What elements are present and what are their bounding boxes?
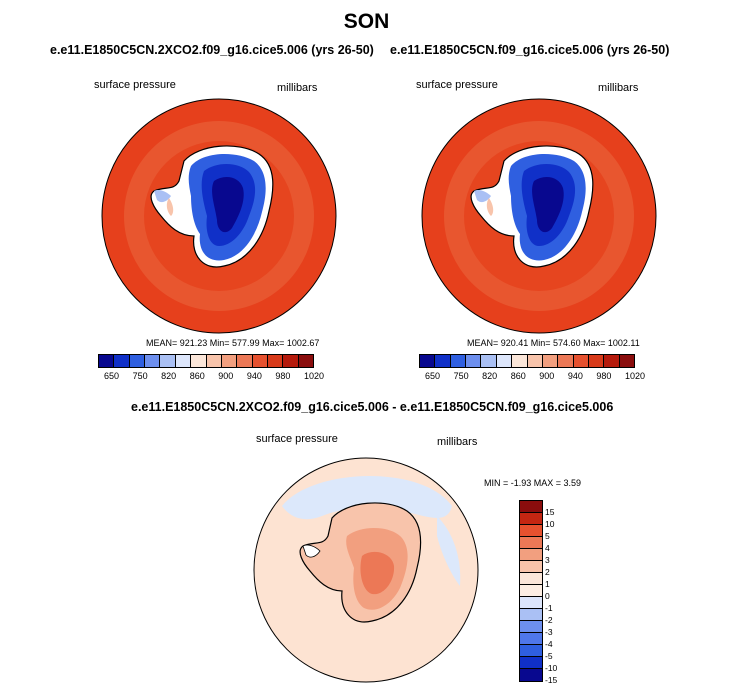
colorbar-label: 940 [246,371,262,381]
colorbar-swatch [298,355,314,367]
colorbar-label: 940 [567,371,583,381]
colorbar-swatch [520,561,542,573]
panel-2-colorbar [419,354,635,368]
colorbar-label: 5 [545,531,550,541]
colorbar-swatch [237,355,253,367]
colorbar-swatch [145,355,161,367]
colorbar-swatch [619,355,635,367]
colorbar-label: 650 [425,371,441,381]
panel-2-stats: MEAN= 920.41 Min= 574.60 Max= 1002.11 [467,338,640,348]
colorbar-label: 820 [482,371,498,381]
colorbar-label: 900 [218,371,234,381]
colorbar-label: 1 [545,579,550,589]
panel-1-colorbar-labels: 650 750 820 860 900 940 980 1020 [104,371,324,381]
colorbar-label: 980 [596,371,612,381]
colorbar-label: 10 [545,519,555,529]
colorbar-swatch [520,657,542,669]
colorbar-label: -5 [545,651,553,661]
colorbar-swatch [129,355,146,367]
colorbar-swatch [520,549,542,561]
colorbar-swatch [520,609,542,621]
panel-3-colorbar-labels: 15 10 5 4 3 2 1 0 -1 -2 -3 -4 -5 -10 -15 [545,506,557,686]
colorbar-swatch [520,525,542,537]
colorbar-swatch [604,355,620,367]
colorbar-swatch [221,355,238,367]
panel-2-colorbar-labels: 650 750 820 860 900 940 980 1020 [425,371,645,381]
panel-1-title: e.e11.E1850C5CN.2XCO2.f09_g16.cice5.006 … [50,43,374,57]
colorbar-swatch [466,355,482,367]
colorbar-swatch [496,355,513,367]
colorbar-label: 15 [545,507,555,517]
colorbar-swatch [99,355,115,367]
colorbar-swatch [267,355,284,367]
panel-1-units: millibars [277,82,318,94]
colorbar-swatch [160,355,176,367]
colorbar-swatch [520,585,542,597]
colorbar-label: -15 [545,675,558,685]
panel-2-units: millibars [598,82,639,94]
colorbar-swatch [520,501,542,513]
colorbar-swatch [542,355,559,367]
colorbar-label: -10 [545,663,558,673]
colorbar-swatch [558,355,574,367]
colorbar-label: -4 [545,639,553,649]
colorbar-label: 4 [545,543,550,553]
panel-1-colorbar [98,354,314,368]
colorbar-swatch [527,355,543,367]
colorbar-label: 900 [539,371,555,381]
colorbar-swatch [450,355,467,367]
colorbar-label: 3 [545,555,550,565]
colorbar-swatch [481,355,497,367]
colorbar-label: 750 [453,371,469,381]
panel-2-polar-map [421,98,657,334]
panel-2-variable: surface pressure [416,79,498,91]
colorbar-label: 1020 [303,371,324,381]
panel-3-units: millibars [437,436,478,448]
colorbar-swatch [420,355,436,367]
colorbar-label: 2 [545,567,550,577]
colorbar-swatch [114,355,130,367]
colorbar-label: -2 [545,615,553,625]
colorbar-label: 650 [104,371,120,381]
colorbar-label: 750 [132,371,148,381]
colorbar-swatch [283,355,299,367]
colorbar-swatch [573,355,589,367]
colorbar-label: 820 [161,371,177,381]
colorbar-swatch [520,537,542,549]
colorbar-swatch [588,355,605,367]
colorbar-swatch [512,355,528,367]
colorbar-label: -3 [545,627,553,637]
colorbar-label: 860 [189,371,205,381]
panel-3-colorbar [519,500,543,682]
colorbar-swatch [191,355,207,367]
figure-title: SON [343,10,390,33]
colorbar-swatch [520,645,542,657]
panel-2-title: e.e11.E1850C5CN.f09_g16.cice5.006 (yrs 2… [390,43,670,57]
colorbar-swatch [520,573,542,585]
colorbar-label: 980 [275,371,291,381]
colorbar-label: -1 [545,603,553,613]
panel-1-stats: MEAN= 921.23 Min= 577.99 Max= 1002.67 [146,338,320,348]
colorbar-label: 1020 [624,371,645,381]
colorbar-swatch [520,597,542,609]
colorbar-swatch [206,355,222,367]
panel-3-stats: MIN = -1.93 MAX = 3.59 [484,478,582,488]
panel-3-polar-map [253,457,479,683]
panel-1-variable: surface pressure [94,79,176,91]
panel-3-title: e.e11.E1850C5CN.2XCO2.f09_g16.cice5.006 … [131,400,614,414]
colorbar-swatch [520,669,542,681]
colorbar-swatch [175,355,192,367]
colorbar-swatch [252,355,268,367]
colorbar-label: 860 [510,371,526,381]
colorbar-swatch [520,513,542,525]
panel-1-polar-map [101,98,337,334]
colorbar-swatch [435,355,451,367]
colorbar-swatch [520,633,542,645]
colorbar-label: 0 [545,591,550,601]
colorbar-swatch [520,621,542,633]
panel-3-variable: surface pressure [256,433,338,445]
